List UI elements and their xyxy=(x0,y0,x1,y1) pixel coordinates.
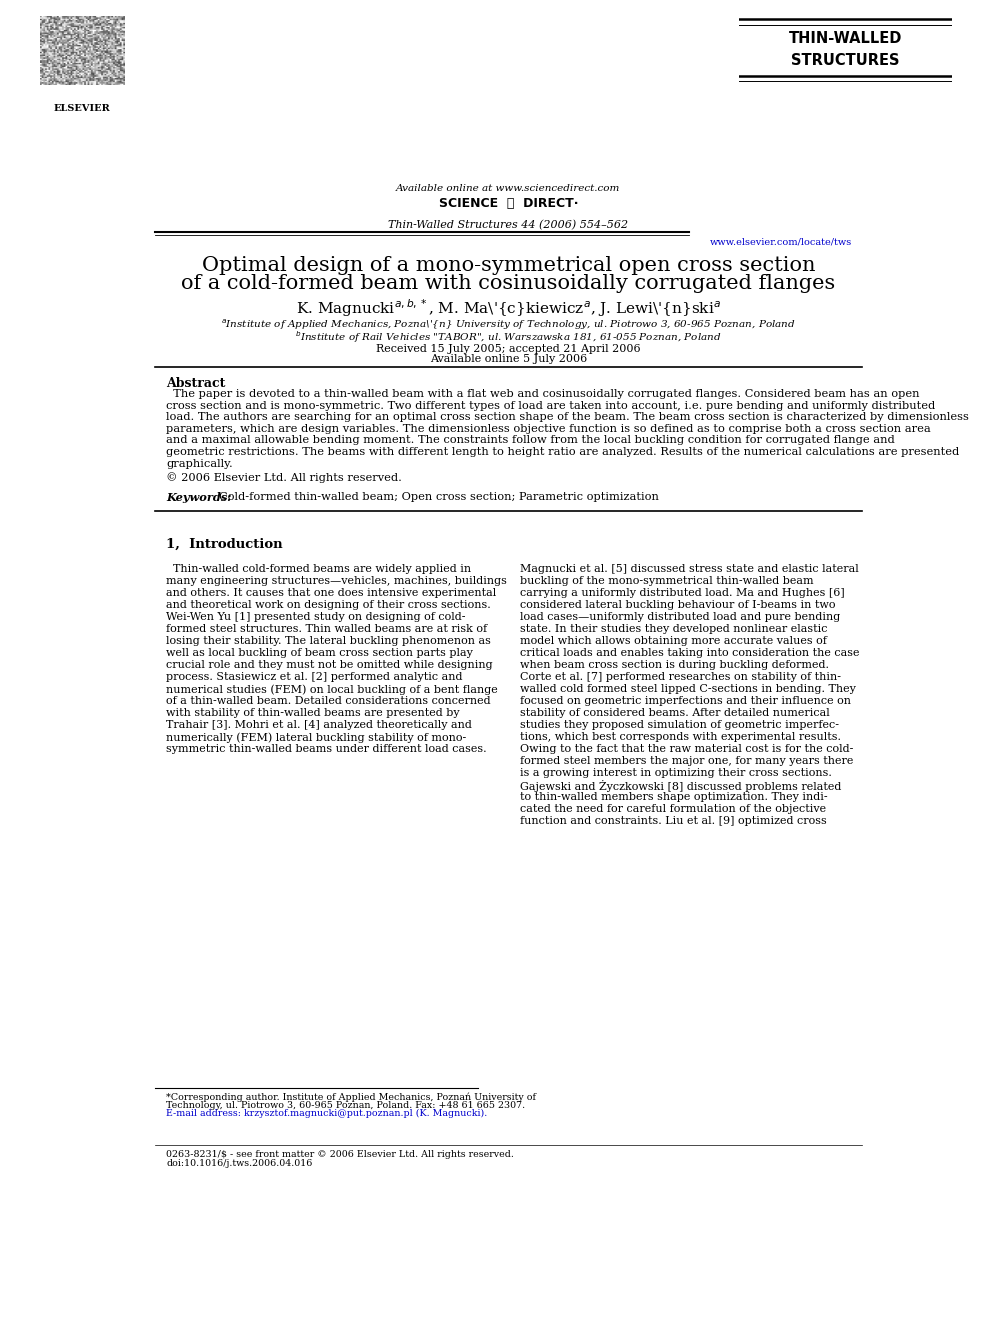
Text: The paper is devoted to a thin-walled beam with a flat web and cosinusoidally co: The paper is devoted to a thin-walled be… xyxy=(167,389,920,400)
Text: numerical studies (FEM) on local buckling of a bent flange: numerical studies (FEM) on local bucklin… xyxy=(167,684,498,695)
Text: Optimal design of a mono-symmetrical open cross section: Optimal design of a mono-symmetrical ope… xyxy=(201,255,815,275)
Text: parameters, which are design variables. The dimensionless objective function is : parameters, which are design variables. … xyxy=(167,423,931,434)
Text: Technology, ul. Piotrowo 3, 60-965 Poznan, Poland. Fax: +48 61 665 2307.: Technology, ul. Piotrowo 3, 60-965 Pozna… xyxy=(167,1101,526,1110)
Text: many engineering structures—vehicles, machines, buildings: many engineering structures—vehicles, ma… xyxy=(167,576,507,586)
Text: $^{b}$Institute of Rail Vehicles "TABOR", ul. Warszawska 181, 61-055 Poznan, Pol: $^{b}$Institute of Rail Vehicles "TABOR"… xyxy=(296,329,721,345)
Text: 1,  Introduction: 1, Introduction xyxy=(167,537,283,550)
Text: Keywords:: Keywords: xyxy=(167,492,232,503)
Text: cated the need for careful formulation of the objective: cated the need for careful formulation o… xyxy=(520,804,826,815)
Text: THIN-WALLED: THIN-WALLED xyxy=(789,30,903,46)
Text: formed steel structures. Thin walled beams are at risk of: formed steel structures. Thin walled bea… xyxy=(167,624,487,634)
Text: is a growing interest in optimizing their cross sections.: is a growing interest in optimizing thei… xyxy=(520,769,832,778)
Text: STRUCTURES: STRUCTURES xyxy=(792,53,900,67)
Text: walled cold formed steel lipped C-sections in bending. They: walled cold formed steel lipped C-sectio… xyxy=(520,684,856,695)
Text: Available online 5 July 2006: Available online 5 July 2006 xyxy=(430,355,587,364)
Text: crucial role and they must not be omitted while designing: crucial role and they must not be omitte… xyxy=(167,660,493,671)
Text: buckling of the mono-symmetrical thin-walled beam: buckling of the mono-symmetrical thin-wa… xyxy=(520,576,813,586)
Text: state. In their studies they developed nonlinear elastic: state. In their studies they developed n… xyxy=(520,624,827,634)
Text: Thin-Walled Structures 44 (2006) 554–562: Thin-Walled Structures 44 (2006) 554–562 xyxy=(388,220,629,230)
Text: load. The authors are searching for an optimal cross section shape of the beam. : load. The authors are searching for an o… xyxy=(167,413,969,422)
Text: ELSEVIER: ELSEVIER xyxy=(54,105,110,112)
Text: K. Magnucki$^{a,b,*}$, M. Ma\'{c}kiewicz$^{a}$, J. Lewi\'{n}ski$^{a}$: K. Magnucki$^{a,b,*}$, M. Ma\'{c}kiewicz… xyxy=(296,298,721,319)
Text: Magnucki et al. [5] discussed stress state and elastic lateral: Magnucki et al. [5] discussed stress sta… xyxy=(520,564,859,574)
Text: and others. It causes that one does intensive experimental: and others. It causes that one does inte… xyxy=(167,587,497,598)
Text: and theoretical work on designing of their cross sections.: and theoretical work on designing of the… xyxy=(167,601,491,610)
Text: carrying a uniformly distributed load. Ma and Hughes [6]: carrying a uniformly distributed load. M… xyxy=(520,587,844,598)
Text: Corte et al. [7] performed researches on stability of thin-: Corte et al. [7] performed researches on… xyxy=(520,672,841,683)
Text: Trahair [3]. Mohri et al. [4] analyzed theoretically and: Trahair [3]. Mohri et al. [4] analyzed t… xyxy=(167,720,472,730)
Text: doi:10.1016/j.tws.2006.04.016: doi:10.1016/j.tws.2006.04.016 xyxy=(167,1159,312,1168)
Text: Available online at www.sciencedirect.com: Available online at www.sciencedirect.co… xyxy=(396,184,621,193)
Text: critical loads and enables taking into consideration the case: critical loads and enables taking into c… xyxy=(520,648,859,658)
Text: tions, which best corresponds with experimental results.: tions, which best corresponds with exper… xyxy=(520,733,841,742)
Text: Wei-Wen Yu [1] presented study on designing of cold-: Wei-Wen Yu [1] presented study on design… xyxy=(167,613,466,622)
Text: well as local buckling of beam cross section parts play: well as local buckling of beam cross sec… xyxy=(167,648,473,658)
Text: with stability of thin-walled beams are presented by: with stability of thin-walled beams are … xyxy=(167,708,460,718)
Text: considered lateral buckling behaviour of I-beams in two: considered lateral buckling behaviour of… xyxy=(520,601,835,610)
Text: symmetric thin-walled beams under different load cases.: symmetric thin-walled beams under differ… xyxy=(167,745,487,754)
Text: $^{a}$Institute of Applied Mechanics, Pozna\'{n} University of Technology, ul. P: $^{a}$Institute of Applied Mechanics, Po… xyxy=(221,318,796,332)
Text: stability of considered beams. After detailed numerical: stability of considered beams. After det… xyxy=(520,708,829,718)
Text: when beam cross section is during buckling deformed.: when beam cross section is during buckli… xyxy=(520,660,829,671)
Text: Cold-formed thin-walled beam; Open cross section; Parametric optimization: Cold-formed thin-walled beam; Open cross… xyxy=(218,492,659,501)
Text: www.elsevier.com/locate/tws: www.elsevier.com/locate/tws xyxy=(710,237,852,246)
Text: Abstract: Abstract xyxy=(167,377,225,390)
Text: cross section and is mono-symmetric. Two different types of load are taken into : cross section and is mono-symmetric. Two… xyxy=(167,401,935,410)
Text: of a cold-formed beam with cosinusoidally corrugated flanges: of a cold-formed beam with cosinusoidall… xyxy=(182,274,835,292)
Text: Gajewski and Życzkowski [8] discussed problems related: Gajewski and Życzkowski [8] discussed pr… xyxy=(520,781,841,792)
Text: function and constraints. Liu et al. [9] optimized cross: function and constraints. Liu et al. [9]… xyxy=(520,816,826,827)
Text: losing their stability. The lateral buckling phenomenon as: losing their stability. The lateral buck… xyxy=(167,636,491,646)
Text: model which allows obtaining more accurate values of: model which allows obtaining more accura… xyxy=(520,636,826,646)
Text: load cases—uniformly distributed load and pure bending: load cases—uniformly distributed load an… xyxy=(520,613,840,622)
Text: geometric restrictions. The beams with different length to height ratio are anal: geometric restrictions. The beams with d… xyxy=(167,447,959,456)
Text: E-mail address: krzysztof.magnucki@put.poznan.pl (K. Magnucki).: E-mail address: krzysztof.magnucki@put.p… xyxy=(167,1109,487,1118)
Text: formed steel members the major one, for many years there: formed steel members the major one, for … xyxy=(520,757,853,766)
Text: SCIENCE  ⓐ  DIRECT·: SCIENCE ⓐ DIRECT· xyxy=(438,197,578,210)
Text: process. Stasiewicz et al. [2] performed analytic and: process. Stasiewicz et al. [2] performed… xyxy=(167,672,463,683)
Text: to thin-walled members shape optimization. They indi-: to thin-walled members shape optimizatio… xyxy=(520,792,827,802)
Text: *Corresponding author. Institute of Applied Mechanics, Poznań University of: *Corresponding author. Institute of Appl… xyxy=(167,1093,537,1102)
Text: graphically.: graphically. xyxy=(167,459,233,468)
Text: studies they proposed simulation of geometric imperfec-: studies they proposed simulation of geom… xyxy=(520,720,839,730)
Text: Thin-walled cold-formed beams are widely applied in: Thin-walled cold-formed beams are widely… xyxy=(167,564,471,574)
Text: Received 15 July 2005; accepted 21 April 2006: Received 15 July 2005; accepted 21 April… xyxy=(376,344,641,355)
Text: Owing to the fact that the raw material cost is for the cold-: Owing to the fact that the raw material … xyxy=(520,745,853,754)
Text: of a thin-walled beam. Detailed considerations concerned: of a thin-walled beam. Detailed consider… xyxy=(167,696,491,706)
Text: and a maximal allowable bending moment. The constraints follow from the local bu: and a maximal allowable bending moment. … xyxy=(167,435,895,446)
Text: focused on geometric imperfections and their influence on: focused on geometric imperfections and t… xyxy=(520,696,851,706)
Text: © 2006 Elsevier Ltd. All rights reserved.: © 2006 Elsevier Ltd. All rights reserved… xyxy=(167,472,402,483)
Text: numerically (FEM) lateral buckling stability of mono-: numerically (FEM) lateral buckling stabi… xyxy=(167,733,466,742)
Text: 0263-8231/$ - see front matter © 2006 Elsevier Ltd. All rights reserved.: 0263-8231/$ - see front matter © 2006 El… xyxy=(167,1150,514,1159)
